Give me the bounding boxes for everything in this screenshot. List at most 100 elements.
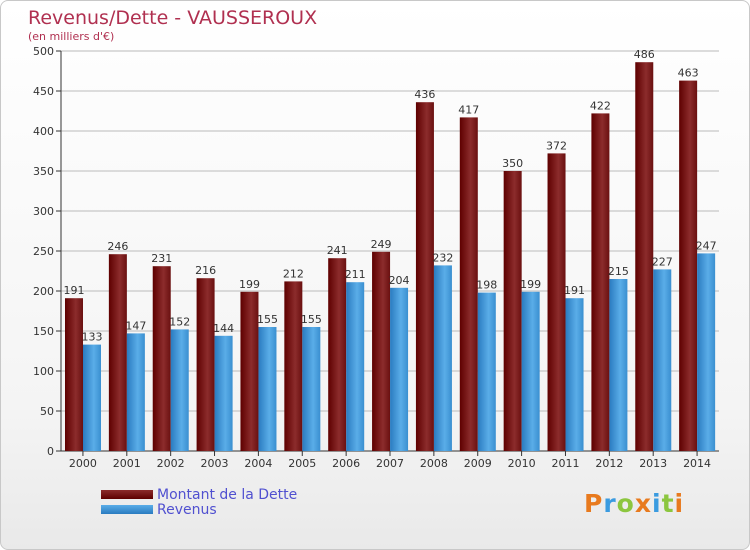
logo-letter: t: [661, 489, 675, 518]
bar-revenus: [521, 291, 540, 451]
y-tick-label: 500: [33, 45, 54, 58]
x-tick-label: 2007: [376, 457, 404, 470]
legend-label-revenus: Revenus: [157, 501, 217, 518]
logo-letter: i: [674, 489, 685, 518]
data-label-revenus: 152: [169, 315, 190, 328]
x-tick-label: 2003: [201, 457, 229, 470]
logo-letter: i: [652, 489, 662, 518]
legend: Montant de la Dette Revenus: [101, 486, 298, 518]
data-label-dette: 199: [239, 278, 260, 291]
bar-revenus: [565, 298, 584, 451]
data-label-revenus: 199: [520, 278, 541, 291]
data-label-dette: 231: [151, 252, 172, 265]
legend-label-dette: Montant de la Dette: [157, 486, 298, 503]
data-label-revenus: 155: [257, 313, 278, 326]
x-tick-label: 2004: [244, 457, 272, 470]
bar-dette: [240, 291, 259, 451]
bar-dette: [196, 278, 215, 451]
logo-letter: P: [584, 489, 604, 518]
logo-letter: o: [616, 489, 635, 518]
data-label-revenus: 191: [564, 284, 585, 297]
bar-revenus: [477, 292, 496, 451]
bar-revenus: [346, 282, 365, 451]
data-label-revenus: 147: [125, 319, 146, 332]
bar-dette: [328, 258, 347, 451]
bar-revenus: [433, 265, 452, 451]
data-label-dette: 463: [678, 67, 699, 80]
bar-revenus: [653, 269, 672, 451]
y-tick-label: 250: [33, 245, 54, 258]
x-tick-label: 2014: [683, 457, 711, 470]
logo-letter: x: [634, 489, 652, 518]
chart-title: Revenus/Dette - VAUSSEROUX: [28, 7, 318, 29]
data-label-revenus: 198: [476, 279, 497, 292]
data-label-revenus: 247: [696, 239, 717, 252]
x-tick-label: 2012: [595, 457, 623, 470]
data-label-dette: 372: [546, 139, 567, 152]
data-label-revenus: 155: [301, 313, 322, 326]
data-label-revenus: 232: [432, 251, 453, 264]
bar-dette: [635, 62, 654, 451]
bars: [65, 62, 716, 452]
x-tick-label: 2006: [332, 457, 360, 470]
y-tick-label: 100: [33, 365, 54, 378]
proxiti-logo: Proxiti: [584, 489, 684, 518]
data-label-revenus: 215: [608, 265, 629, 278]
bar-revenus: [302, 327, 321, 451]
data-label-revenus: 133: [82, 331, 103, 344]
y-tick-label: 400: [33, 125, 54, 138]
logo-letter: r: [603, 489, 617, 518]
x-tick-label: 2000: [69, 457, 97, 470]
data-label-dette: 241: [327, 244, 348, 257]
bar-dette: [415, 102, 434, 451]
bar-dette: [284, 281, 303, 451]
data-labels: 191 133 246 147 231 152 216 144 199 155 212 155 241 2…: [64, 48, 717, 343]
legend-swatch-revenus: [101, 505, 153, 514]
bar-revenus: [170, 329, 189, 451]
y-tick-label: 0: [47, 445, 54, 458]
bar-revenus: [83, 344, 101, 451]
bar-revenus: [609, 279, 628, 451]
data-label-dette: 350: [502, 157, 523, 170]
bar-dette: [591, 113, 610, 452]
data-label-dette: 212: [283, 267, 304, 280]
x-tick-label: 2001: [113, 457, 141, 470]
legend-item-dette: Montant de la Dette: [101, 486, 298, 503]
data-label-dette: 436: [414, 88, 435, 101]
x-tick-label: 2011: [551, 457, 579, 470]
x-tick-label: 2008: [420, 457, 448, 470]
y-tick-label: 450: [33, 85, 54, 98]
x-tick-label: 2002: [157, 457, 185, 470]
y-tick-label: 350: [33, 165, 54, 178]
bar-revenus: [258, 327, 277, 451]
bar-dette: [108, 254, 127, 451]
bar-dette: [152, 266, 171, 451]
bar-revenus: [390, 287, 409, 451]
bar-revenus: [126, 333, 145, 451]
x-tick-label: 2009: [464, 457, 492, 470]
bar-dette: [547, 153, 566, 451]
bar-revenus: [697, 253, 716, 451]
bar-dette: [679, 80, 698, 451]
x-tick-label: 2005: [288, 457, 316, 470]
x-tick-label: 2013: [639, 457, 667, 470]
x-tick-label: 2010: [508, 457, 536, 470]
y-tick-label: 300: [33, 205, 54, 218]
legend-item-revenus: Revenus: [101, 501, 297, 518]
data-label-dette: 422: [590, 99, 611, 112]
data-label-dette: 191: [64, 284, 85, 297]
bar-dette: [503, 171, 522, 451]
data-label-dette: 486: [634, 48, 655, 61]
data-label-dette: 246: [107, 240, 128, 253]
bar-dette: [372, 251, 391, 451]
bar-dette: [459, 117, 478, 452]
data-label-revenus: 211: [345, 268, 366, 281]
data-label-dette: 216: [195, 264, 216, 277]
bar-dette: [65, 298, 83, 451]
data-label-dette: 417: [458, 103, 479, 116]
data-label-revenus: 144: [213, 322, 234, 335]
y-tick-label: 200: [33, 285, 54, 298]
chart-subtitle: (en milliers d'€): [28, 30, 115, 43]
